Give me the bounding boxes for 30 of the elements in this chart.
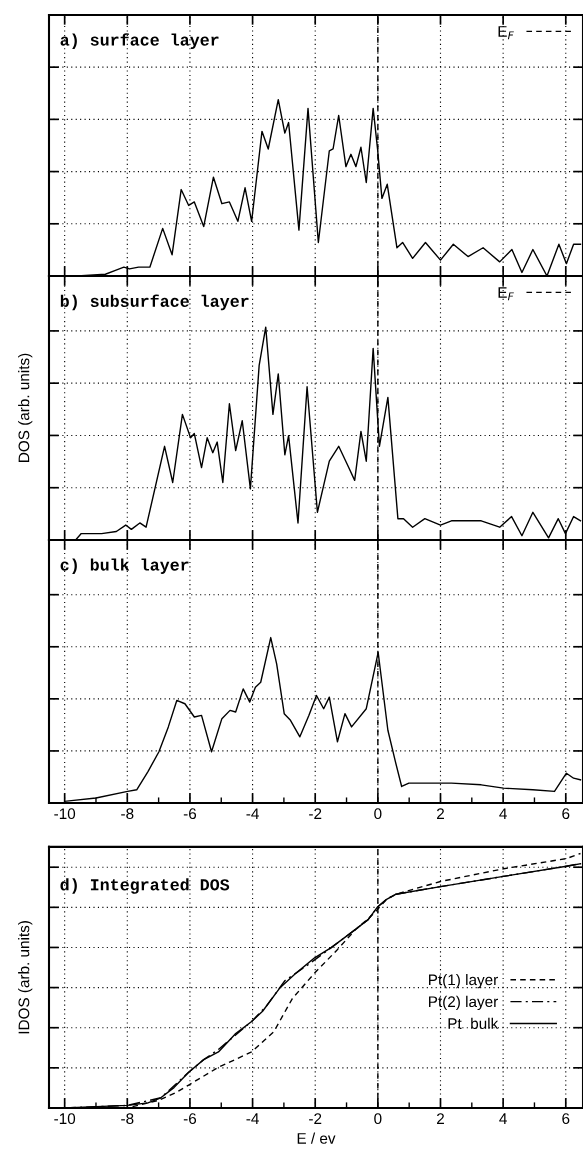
chart-title: a) surface layer [60,33,219,49]
x-tick-label: 0 [374,1113,382,1125]
x-tick-label: 4 [499,808,507,819]
chart-title: b) subsurface layer [60,294,249,311]
x-axis-title: E / ev [297,1132,336,1144]
x-tick-label: -2 [309,808,322,819]
y-axis-title: DOS (arb. units) [18,353,33,462]
text: d) Integrated DOS [60,878,230,894]
x-tick-label: -10 [54,1113,76,1125]
x-tick-label: 0 [374,808,382,820]
ref-line-label: E$_{F}$ [498,287,514,301]
x-tick-label: -10 [54,808,76,820]
x-tick-label: -4 [246,808,259,819]
x-tick-label: 6 [562,808,570,820]
x-tick-label: -2 [309,1113,322,1124]
chart-title: c) bulk layer [60,558,189,574]
legend-label: Pt(1) layer [429,973,498,989]
x-tick-label: 2 [437,1113,444,1124]
y-axis-title: IDOS (arb. units) [18,921,33,1034]
ref-line-label: E$_{F}$ [498,26,514,40]
legend-label: Pt(2) layer [429,995,498,1011]
x-tick-label: 4 [499,1113,507,1124]
x-tick-label: -4 [246,1113,259,1124]
x-tick-label: 2 [437,808,444,819]
x-tick-label: -6 [183,808,197,820]
x-tick-label: -8 [121,1113,134,1125]
x-tick-label: -6 [183,1113,197,1125]
legend-label: Pt bulk [448,1017,499,1029]
x-tick-label: 6 [562,1113,570,1125]
x-tick-label: -8 [121,808,134,820]
